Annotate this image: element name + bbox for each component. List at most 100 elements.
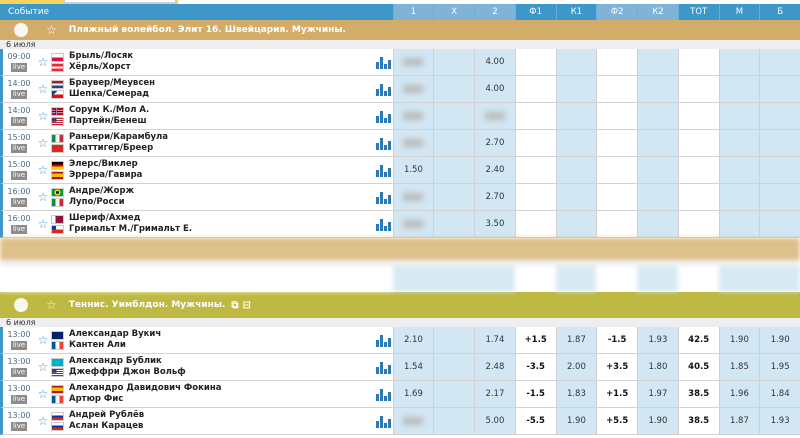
odds-cell-М[interactable]: 1.85 bbox=[718, 354, 760, 380]
odds-cell-Ф1[interactable] bbox=[514, 103, 556, 129]
event-row[interactable]: 15:00 live ☆ Элерс/Виклер Эррера/Гавира 1.… bbox=[0, 157, 800, 184]
statistics-icon[interactable] bbox=[375, 111, 391, 123]
team1-name[interactable]: Александр Бублик bbox=[69, 356, 162, 366]
search-input[interactable] bbox=[64, 0, 176, 3]
odds-cell-К1[interactable]: 1.87 bbox=[555, 327, 597, 353]
odds-cell-2[interactable]: 3.50 bbox=[474, 211, 515, 237]
odds-cell-Ф2[interactable] bbox=[596, 49, 637, 75]
odds-cell-X[interactable] bbox=[433, 381, 475, 407]
odds-cell-К1[interactable] bbox=[555, 184, 597, 210]
statistics-icon[interactable] bbox=[375, 57, 391, 69]
team2-name[interactable]: Гримальт М./Гримальт Е. bbox=[69, 224, 193, 234]
favorite-star-icon[interactable]: ☆ bbox=[37, 109, 49, 123]
odds-cell-2[interactable]: 5.00 bbox=[474, 408, 515, 434]
odds-cell-К1[interactable] bbox=[555, 103, 597, 129]
odds-cell-2[interactable]: 2.17 bbox=[474, 381, 515, 407]
odds-cell-М[interactable] bbox=[718, 76, 760, 102]
odds-cell-М[interactable] bbox=[718, 157, 760, 183]
statistics-icon[interactable] bbox=[375, 192, 391, 204]
odds-cell-ТОТ[interactable] bbox=[677, 157, 719, 183]
odds-cell-ТОТ[interactable] bbox=[677, 76, 719, 102]
odds-cell-К1[interactable] bbox=[555, 157, 597, 183]
odds-cell-Ф2[interactable] bbox=[596, 76, 637, 102]
team2-name[interactable]: Шепка/Семерад bbox=[69, 89, 150, 99]
odds-cell-К1[interactable] bbox=[555, 49, 597, 75]
team1-name[interactable]: Элерс/Виклер bbox=[69, 159, 138, 169]
event-info[interactable]: 09:00 live ☆ Брыль/Лосяк Хёрль/Хорст bbox=[3, 49, 393, 75]
event-row[interactable]: 14:00 live ☆ Сорум К./Мол А. Партейн/Бенеш bbox=[0, 103, 800, 130]
event-row[interactable]: 14:00 live ☆ Браувер/Меувсен Шепка/Семерад… bbox=[0, 76, 800, 103]
statistics-icon[interactable] bbox=[375, 389, 391, 401]
odds-cell-Б[interactable]: 1.93 bbox=[759, 408, 800, 434]
statistics-icon[interactable] bbox=[375, 416, 391, 428]
odds-cell-X[interactable] bbox=[433, 49, 475, 75]
odds-cell-ТОТ[interactable] bbox=[677, 184, 719, 210]
event-row[interactable]: 13:00 live ☆ Александр Бублик Джеффри Джон… bbox=[0, 354, 800, 381]
favorite-star-icon[interactable]: ☆ bbox=[37, 360, 49, 374]
favorite-star-icon[interactable]: ☆ bbox=[37, 333, 49, 347]
event-info[interactable]: 13:00 live ☆ Александар Вукич Кантен Али bbox=[3, 327, 393, 353]
odds-cell-1[interactable] bbox=[392, 76, 434, 102]
odds-cell-К2[interactable]: 1.90 bbox=[637, 408, 678, 434]
bracket-icon[interactable]: ⊟ bbox=[242, 299, 251, 311]
odds-cell-ТОТ[interactable] bbox=[677, 211, 719, 237]
event-info[interactable]: 15:00 live ☆ Элерс/Виклер Эррера/Гавира bbox=[3, 157, 393, 183]
favorite-star-icon[interactable]: ☆ bbox=[37, 136, 49, 150]
odds-cell-М[interactable] bbox=[718, 49, 760, 75]
odds-cell-Ф2[interactable]: +1.5 bbox=[596, 381, 637, 407]
odds-cell-2[interactable]: 2.70 bbox=[474, 130, 515, 156]
team2-name[interactable]: Партейн/Бенеш bbox=[69, 116, 147, 126]
odds-cell-Ф2[interactable]: -1.5 bbox=[596, 327, 637, 353]
odds-cell-К2[interactable] bbox=[637, 76, 678, 102]
odds-cell-ТОТ[interactable] bbox=[677, 130, 719, 156]
odds-cell-1[interactable]: 2.10 bbox=[392, 327, 434, 353]
odds-cell-М[interactable]: 1.90 bbox=[718, 327, 760, 353]
odds-cell-ТОТ[interactable] bbox=[677, 103, 719, 129]
odds-cell-Ф2[interactable] bbox=[596, 157, 637, 183]
odds-cell-К2[interactable] bbox=[637, 49, 678, 75]
odds-cell-Б[interactable] bbox=[759, 103, 800, 129]
odds-cell-К1[interactable]: 1.83 bbox=[555, 381, 597, 407]
odds-cell-Б[interactable] bbox=[759, 76, 800, 102]
odds-cell-Б[interactable] bbox=[759, 157, 800, 183]
odds-cell-X[interactable] bbox=[433, 157, 475, 183]
odds-cell-2[interactable]: 1.74 bbox=[474, 327, 515, 353]
team1-name[interactable]: Браувер/Меувсен bbox=[69, 78, 155, 88]
odds-cell-Ф2[interactable] bbox=[596, 103, 637, 129]
team2-name[interactable]: Лупо/Росси bbox=[69, 197, 125, 207]
team1-name[interactable]: Александар Вукич bbox=[69, 329, 162, 339]
favorite-star-icon[interactable]: ☆ bbox=[37, 163, 49, 177]
odds-cell-ТОТ[interactable]: 40.5 bbox=[677, 354, 719, 380]
event-info[interactable]: 16:00 live ☆ Шериф/Ахмед Гримальт М./Грима… bbox=[3, 211, 393, 237]
odds-cell-2[interactable] bbox=[474, 103, 515, 129]
odds-cell-Ф1[interactable] bbox=[514, 184, 556, 210]
odds-cell-X[interactable] bbox=[433, 354, 475, 380]
odds-cell-К2[interactable] bbox=[637, 130, 678, 156]
odds-cell-1[interactable] bbox=[392, 130, 434, 156]
odds-cell-К1[interactable]: 1.90 bbox=[555, 408, 597, 434]
odds-cell-М[interactable] bbox=[718, 130, 760, 156]
odds-cell-Ф1[interactable] bbox=[514, 49, 556, 75]
odds-cell-М[interactable]: 1.96 bbox=[718, 381, 760, 407]
odds-cell-М[interactable] bbox=[718, 211, 760, 237]
event-info[interactable]: 14:00 live ☆ Сорум К./Мол А. Партейн/Бенеш bbox=[3, 103, 393, 129]
odds-cell-1[interactable] bbox=[392, 408, 434, 434]
event-row[interactable]: 13:00 live ☆ Алехандро Давидович Фокина Ар… bbox=[0, 381, 800, 408]
event-info[interactable]: 14:00 live ☆ Браувер/Меувсен Шепка/Семерад bbox=[3, 76, 393, 102]
odds-cell-Б[interactable]: 1.90 bbox=[759, 327, 800, 353]
favorite-star-icon[interactable]: ☆ bbox=[37, 190, 49, 204]
odds-cell-Ф2[interactable] bbox=[596, 184, 637, 210]
odds-cell-К2[interactable] bbox=[637, 103, 678, 129]
odds-cell-ТОТ[interactable]: 38.5 bbox=[677, 381, 719, 407]
odds-cell-ТОТ[interactable]: 38.5 bbox=[677, 408, 719, 434]
event-info[interactable]: 16:00 live ☆ Андре/Жорж Лупо/Росси bbox=[3, 184, 393, 210]
odds-cell-ТОТ[interactable] bbox=[677, 49, 719, 75]
odds-cell-Ф1[interactable] bbox=[514, 211, 556, 237]
odds-cell-К1[interactable] bbox=[555, 76, 597, 102]
multiview-icon[interactable]: ⧉ bbox=[231, 299, 239, 311]
odds-cell-1[interactable]: 1.50 bbox=[392, 157, 434, 183]
statistics-icon[interactable] bbox=[375, 165, 391, 177]
odds-cell-ТОТ[interactable]: 42.5 bbox=[677, 327, 719, 353]
event-info[interactable]: 13:00 live ☆ Андрей Рублёв Аслан Карацев bbox=[3, 408, 393, 434]
odds-cell-2[interactable]: 2.40 bbox=[474, 157, 515, 183]
